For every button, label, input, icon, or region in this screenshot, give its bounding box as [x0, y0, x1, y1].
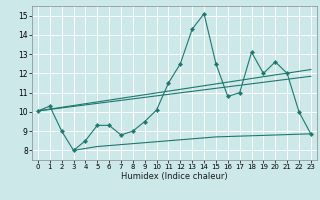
X-axis label: Humidex (Indice chaleur): Humidex (Indice chaleur) — [121, 172, 228, 181]
